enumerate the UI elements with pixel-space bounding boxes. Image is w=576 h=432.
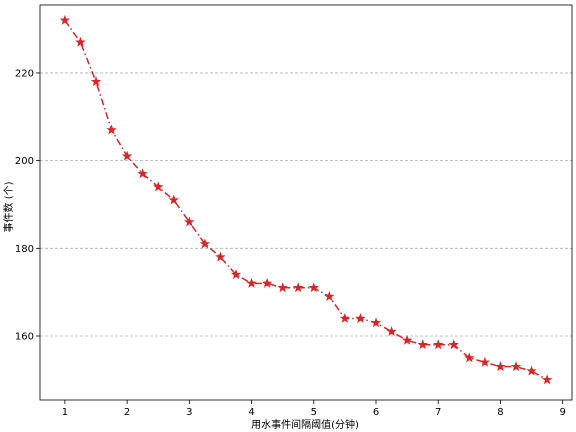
data-point-21 — [386, 326, 397, 337]
y-tick-label-180: 180 — [15, 244, 34, 255]
x-tick-label-9: 9 — [559, 407, 565, 418]
data-point-0 — [59, 14, 71, 25]
data-point-25 — [448, 339, 459, 350]
y-tick-label-200: 200 — [15, 156, 34, 167]
data-point-1 — [75, 36, 86, 47]
x-tick-label-6: 6 — [373, 407, 379, 418]
data-point-6 — [153, 181, 164, 192]
data-point-2 — [90, 76, 102, 87]
grid-lines — [40, 72, 572, 337]
x-tick-label-1: 1 — [62, 407, 68, 418]
data-point-26 — [464, 352, 475, 363]
data-point-30 — [526, 365, 537, 376]
data-point-22 — [401, 334, 413, 345]
data-point-7 — [168, 194, 179, 205]
data-point-8 — [184, 216, 195, 227]
data-point-28 — [495, 361, 506, 372]
data-point-18 — [339, 312, 351, 323]
data-point-12 — [246, 277, 257, 288]
x-tick-label-7: 7 — [435, 407, 441, 418]
plot-frame — [39, 4, 573, 401]
data-point-9 — [199, 238, 211, 249]
data-point-11 — [230, 269, 242, 280]
y-tick-label-160: 160 — [15, 331, 34, 342]
x-tick-label-8: 8 — [497, 407, 503, 418]
data-point-19 — [355, 312, 366, 323]
data-point-5 — [137, 168, 148, 179]
y-axis-label: 事件数 (个) — [2, 181, 15, 232]
data-point-4 — [121, 150, 133, 161]
data-point-29 — [510, 361, 522, 372]
data-point-23 — [417, 339, 428, 350]
series-layer — [59, 14, 553, 385]
data-point-24 — [433, 339, 444, 350]
data-point-16 — [308, 282, 319, 293]
data-point-15 — [293, 282, 304, 293]
series-line-0 — [64, 19, 548, 381]
data-point-17 — [324, 291, 335, 301]
data-point-20 — [370, 317, 382, 328]
data-point-31 — [541, 374, 553, 385]
x-axis: 1 2 3 4 5 6 7 8 9 — [62, 400, 566, 418]
data-point-10 — [215, 251, 226, 262]
x-axis-label: 用水事件间隔阈值(分钟) — [251, 418, 359, 431]
y-axis: 160 180 200 220 — [15, 68, 40, 342]
data-point-3 — [106, 124, 117, 135]
plot-border — [39, 4, 573, 401]
data-point-14 — [277, 282, 288, 293]
x-tick-label-3: 3 — [186, 407, 192, 418]
x-tick-label-5: 5 — [311, 407, 317, 418]
x-tick-label-4: 4 — [248, 407, 254, 418]
y-tick-label-220: 220 — [15, 68, 34, 79]
data-point-13 — [261, 277, 273, 288]
x-tick-label-2: 2 — [124, 407, 130, 418]
data-point-27 — [479, 356, 491, 367]
